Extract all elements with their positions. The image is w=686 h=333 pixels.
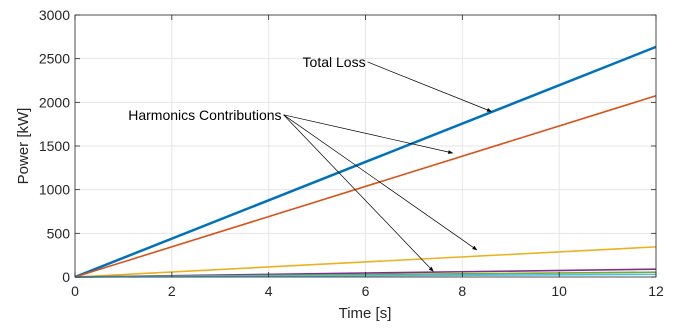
x-tick-label-3: 6 — [362, 283, 370, 299]
series-line-0 — [74, 45, 657, 279]
x-tick-label-5: 10 — [551, 283, 567, 299]
annotation-arrow-0-0 — [367, 61, 492, 112]
x-tick-label-0: 0 — [71, 283, 79, 299]
annotation-arrow-1-1 — [283, 114, 478, 251]
annotation-arrow-1-0 — [283, 114, 454, 154]
annotations: Total Loss Harmonics Contributions — [128, 54, 492, 272]
y-tick-label-0: 0 — [62, 269, 70, 285]
y-axis-title: Power [kW] — [15, 108, 32, 185]
annotation-label-1: Harmonics Contributions — [128, 107, 281, 123]
annotation-arrow-1-2 — [283, 114, 434, 272]
axes-box — [74, 14, 657, 278]
x-tick-label-2: 4 — [265, 283, 273, 299]
series-line-1 — [74, 95, 657, 278]
x-tick-label-6: 12 — [648, 283, 664, 299]
y-tick-label-6: 3000 — [39, 7, 70, 23]
series-line-2 — [74, 246, 657, 278]
annotation-label-0: Total Loss — [303, 54, 366, 70]
y-tick-label-1: 500 — [47, 225, 71, 241]
x-tick-label-4: 8 — [458, 283, 466, 299]
y-tick-label-2: 1000 — [39, 182, 70, 198]
tick-labels: 0 2 4 6 8 10 12 0 500 1000 1500 2000 2500 3000 — [39, 7, 664, 299]
y-tick-label-3: 1500 — [39, 138, 70, 154]
x-axis-title: Time [s] — [339, 305, 392, 322]
y-tick-label-5: 2500 — [39, 51, 70, 67]
x-tick-label-1: 2 — [168, 283, 176, 299]
y-tick-label-4: 2000 — [39, 94, 70, 110]
